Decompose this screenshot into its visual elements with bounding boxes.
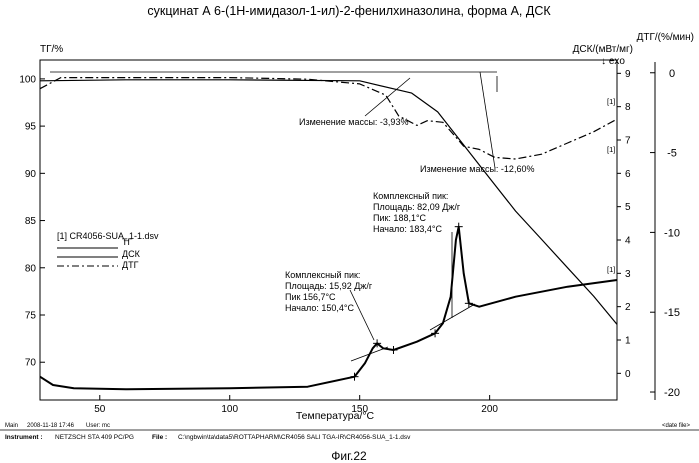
dtg-tick-label: 0 (669, 68, 675, 80)
legend-file: [1] CR4056-SUA_1-1.dsv (57, 231, 159, 241)
peak-2-line-3: Пик: 188,1°C (373, 213, 427, 223)
chart-title: сукцинат А 6-(1Н-имидазол-1-ил)-2-фенилх… (147, 4, 551, 18)
footer-timestamp: 2008-11-18 17:46 (27, 423, 75, 429)
tg-axis-label: ТГ/% (40, 44, 63, 55)
footer-instrument-value: NETZSCH STA 409 PC/PG (55, 434, 134, 441)
curve-tag-dsc: [1] (607, 265, 615, 274)
mass-change-1: Изменение массы: -3,93% (299, 117, 408, 127)
peak-1-line-3: Пик 156,7°C (285, 292, 336, 302)
legend-label-dsc: ДСК (122, 249, 141, 259)
tg-tick-label: 75 (25, 311, 37, 322)
footer-date-file: <date file> (662, 423, 691, 429)
footer-file-value: C:\ngbwin\ta\data5\ROTTAPHARM\CR4056 SAL… (178, 434, 411, 441)
dsc-tick-label: 6 (625, 169, 631, 180)
dsc-tick-label: 3 (625, 269, 631, 280)
legend-label-tg: ТГ (122, 237, 132, 247)
tg-tick-label: 80 (25, 263, 37, 274)
dsc-peak-lines (350, 232, 475, 361)
dsc-tick-label: 1 (625, 336, 631, 347)
footer-instrument-label: Instrument : (5, 434, 43, 441)
legend-label-dtg: ДТГ (122, 260, 139, 270)
dsc-tick-label: 9 (625, 69, 631, 80)
dsc-tick-label: 2 (625, 302, 631, 313)
figure-caption: Фиг.22 (331, 449, 367, 463)
peak-1-line-2: Площадь: 15,92 Дж/г (285, 281, 373, 291)
footer-file-label: File : (152, 434, 167, 441)
dsc-tick-label: 7 (625, 136, 631, 147)
dtg-axis-label: ДТГ/(%/мин) (637, 32, 694, 43)
dtg-tick-label: -10 (664, 227, 680, 239)
dsc-tick-label: 5 (625, 202, 631, 213)
curve-tag-tg: [1] (607, 145, 615, 154)
dsc-tick-label: 8 (625, 102, 631, 113)
footer-main: Main (5, 423, 18, 429)
mass-change-2: Изменение массы: -12,60% (420, 164, 534, 174)
dtg-tick-label: -5 (667, 148, 677, 160)
tg-tick-label: 100 (19, 74, 36, 85)
tg-step-lines (50, 72, 497, 168)
peak-2-line-1: Комплексный пик: (373, 191, 448, 201)
x-tick-label: 50 (94, 404, 106, 415)
curve-tag-dtg: [1] (607, 97, 615, 106)
tg-tick-label: 95 (25, 122, 37, 133)
legend: [1] CR4056-SUA_1-1.dsv ТГ ДСК ДТГ (57, 231, 159, 270)
peak-1-annotation: Комплексный пик: Площадь: 15,92 Дж/г Пик… (285, 270, 373, 313)
dsc-tick-label: 0 (625, 369, 631, 380)
dsc-exo-label: ↓ exo (601, 56, 625, 67)
tg-tick-label: 70 (25, 358, 37, 369)
tg-tick-label: 90 (25, 169, 37, 180)
plot-frame (40, 60, 617, 400)
peak-1-line-1: Комплексный пик: (285, 270, 360, 280)
peak-1-line-4: Начало: 150,4°C (285, 303, 354, 313)
tg-tick-label: 85 (25, 216, 37, 227)
footer-user: User: mc (86, 423, 110, 429)
peak-2-annotation: Комплексный пик: Площадь: 82,09 Дж/г Пик… (373, 191, 461, 234)
dtg-tick-label: -20 (664, 387, 680, 399)
peak-2-line-4: Начало: 183,4°C (373, 224, 442, 234)
dsc-axis-label: ДСК/(мВт/мг) (573, 44, 633, 55)
dsc-tick-label: 4 (625, 236, 631, 247)
x-tick-label: 100 (221, 404, 238, 415)
x-tick-label: 200 (481, 404, 498, 415)
x-tick-label: 150 (351, 404, 368, 415)
dtg-tick-label: -15 (664, 307, 680, 319)
peak-2-line-2: Площадь: 82,09 Дж/г (373, 202, 461, 212)
